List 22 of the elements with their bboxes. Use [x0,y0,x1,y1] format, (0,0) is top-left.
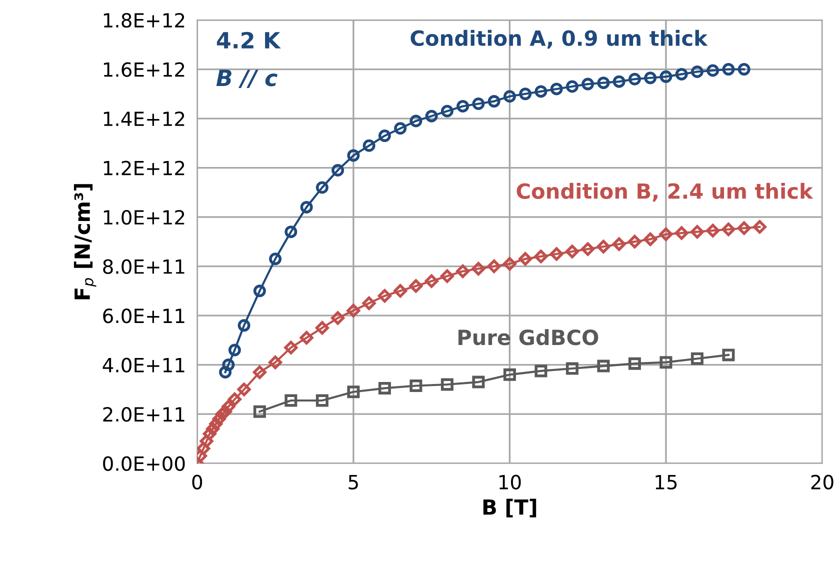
y-axis-title: F$_{p}$ [N/cm³] [74,184,96,300]
x-tick-label: 10 [499,474,521,490]
y-tick-label: 1.2E+12 [104,160,184,176]
annotation: 4.2 K [216,32,281,48]
annotation: B // c [216,70,278,88]
x-axis-title: B [T] [483,498,536,518]
series-label: Condition B, 2.4 um thick [516,182,814,202]
y-tick-label: 4.0E+11 [102,358,184,372]
y-tick-label: 0.0E+00 [103,456,185,471]
y-tick-label: 1.8E+12 [104,12,184,28]
x-tick-label: 0 [192,474,202,490]
series-label: Condition A, 0.9 um thick [410,30,708,49]
y-tick-label: 8.0E+11 [103,259,184,274]
x-tick-label: 5 [348,475,358,490]
y-tick-label: 6.0E+11 [103,308,184,324]
y-tick-label: 1.6E+12 [104,62,184,77]
series-label: Pure GdBCO [458,329,598,346]
y-tick-label: 2.0E+11 [103,407,184,422]
y-tick-label: 1.0E+12 [104,210,184,225]
x-tick-label: 15 [656,475,677,490]
x-tick-label: 20 [811,474,834,490]
y-tick-label: 1.4E+12 [104,111,184,126]
